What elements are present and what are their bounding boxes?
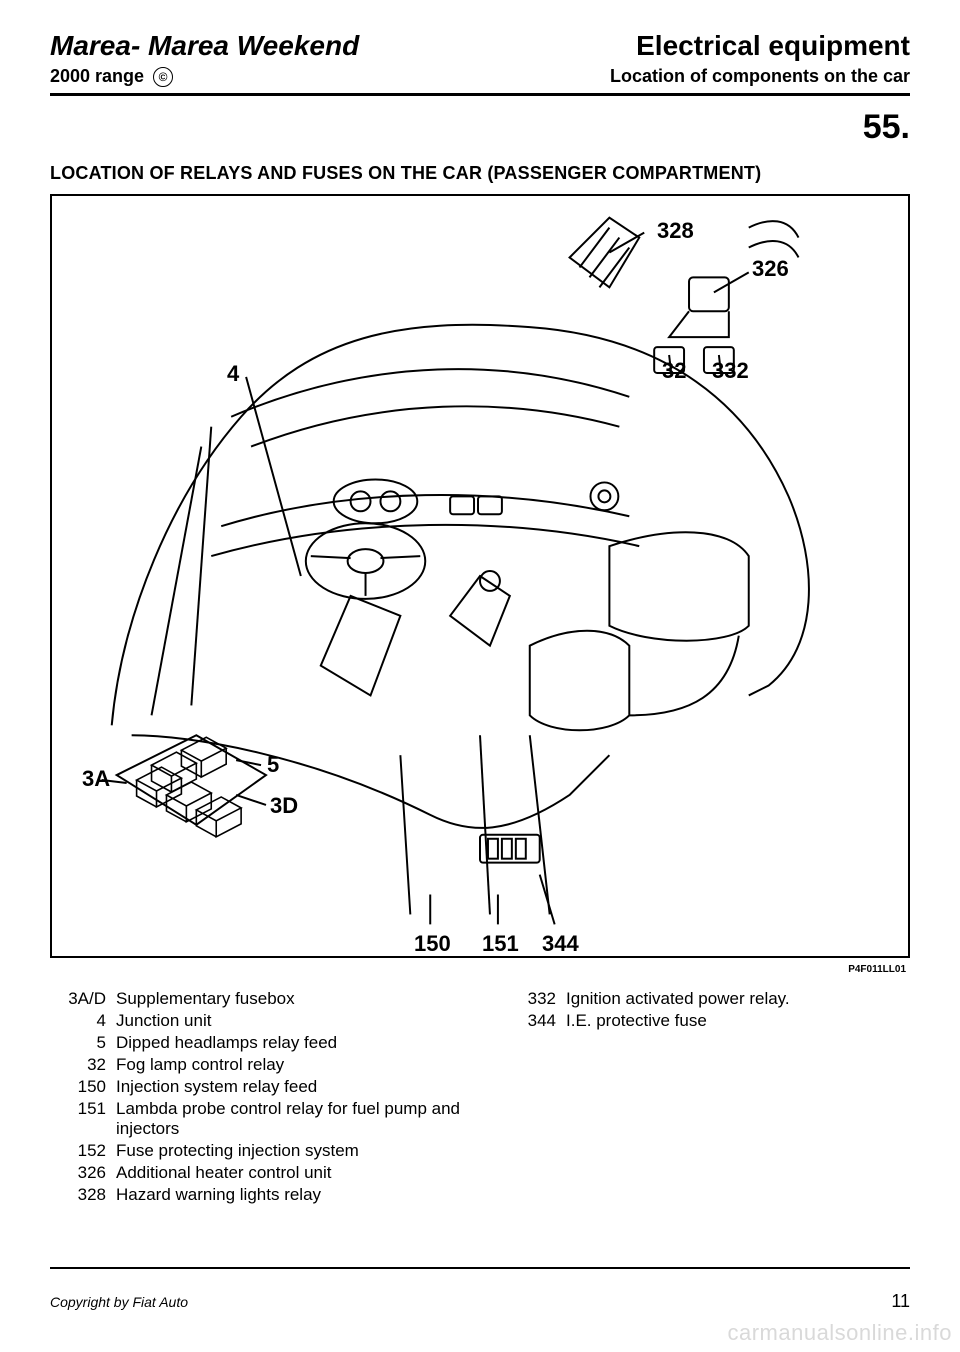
- legend-text: Additional heater control unit: [116, 1163, 460, 1183]
- legend-key: 326: [50, 1163, 116, 1183]
- header-rule: [50, 93, 910, 96]
- legend-text: Ignition activated power relay.: [566, 989, 910, 1009]
- legend-row: 152Fuse protecting injection system: [50, 1141, 460, 1161]
- legend-row: 326Additional heater control unit: [50, 1163, 460, 1183]
- figure-frame: 328 326 4 32 332 3A 5 3D 150 151 344: [50, 194, 910, 958]
- header-row: Marea- Marea Weekend Electrical equipmen…: [50, 30, 910, 62]
- legend-text: I.E. protective fuse: [566, 1011, 910, 1031]
- legend-text: Dipped headlamps relay feed: [116, 1033, 460, 1053]
- legend-key: 4: [50, 1011, 116, 1031]
- callout-label: 344: [542, 931, 579, 957]
- page-number-bottom: 11: [891, 1291, 910, 1312]
- footer-rule: [50, 1267, 910, 1269]
- callout-label: 3D: [270, 793, 298, 819]
- title-right: Electrical equipment: [636, 30, 910, 62]
- legend: 3A/DSupplementary fusebox4Junction unit5…: [50, 989, 910, 1207]
- callout-label: 326: [752, 256, 789, 282]
- sub-header-row: 2000 range © Location of components on t…: [50, 66, 910, 87]
- sub-left-symbol: ©: [153, 67, 173, 87]
- sub-left-text: 2000 range: [50, 66, 144, 86]
- legend-left-col: 3A/DSupplementary fusebox4Junction unit5…: [50, 989, 460, 1207]
- copyright: Copyright by Fiat Auto: [50, 1294, 188, 1310]
- callout-label: 151: [482, 931, 519, 957]
- page: Marea- Marea Weekend Electrical equipmen…: [0, 0, 960, 1352]
- callout-label: 4: [227, 361, 239, 387]
- legend-key: 32: [50, 1055, 116, 1075]
- legend-text: Junction unit: [116, 1011, 460, 1031]
- sub-left: 2000 range ©: [50, 66, 173, 87]
- footer-row: Copyright by Fiat Auto 11: [50, 1291, 910, 1312]
- legend-text: Hazard warning lights relay: [116, 1185, 460, 1205]
- legend-key: 152: [50, 1141, 116, 1161]
- legend-row: 5Dipped headlamps relay feed: [50, 1033, 460, 1053]
- legend-row: 328Hazard warning lights relay: [50, 1185, 460, 1205]
- legend-row: 150Injection system relay feed: [50, 1077, 460, 1097]
- callouts-layer: 328 326 4 32 332 3A 5 3D 150 151 344: [52, 196, 908, 956]
- figure-code: P4F011LL01: [50, 964, 906, 975]
- legend-key: 328: [50, 1185, 116, 1205]
- legend-row: 344I.E. protective fuse: [500, 1011, 910, 1031]
- title-left: Marea- Marea Weekend: [50, 30, 359, 62]
- callout-label: 150: [414, 931, 451, 957]
- legend-key: 5: [50, 1033, 116, 1053]
- legend-key: 151: [50, 1099, 116, 1139]
- legend-row: 332Ignition activated power relay.: [500, 989, 910, 1009]
- page-number-top: 55.: [50, 108, 910, 147]
- legend-row: 4Junction unit: [50, 1011, 460, 1031]
- legend-text: Fuse protecting injection system: [116, 1141, 460, 1161]
- section-title: LOCATION OF RELAYS AND FUSES ON THE CAR …: [50, 163, 910, 184]
- legend-text: Lambda probe control relay for fuel pump…: [116, 1099, 460, 1139]
- legend-row: 32Fog lamp control relay: [50, 1055, 460, 1075]
- callout-label: 3A: [82, 766, 110, 792]
- footer: Copyright by Fiat Auto 11: [50, 1267, 910, 1312]
- legend-key: 150: [50, 1077, 116, 1097]
- callout-label: 332: [712, 358, 749, 384]
- legend-key: 332: [500, 989, 566, 1009]
- callout-label: 5: [267, 752, 279, 778]
- legend-row: 3A/DSupplementary fusebox: [50, 989, 460, 1009]
- legend-key: 3A/D: [50, 989, 116, 1009]
- legend-row: 151Lambda probe control relay for fuel p…: [50, 1099, 460, 1139]
- legend-text: Supplementary fusebox: [116, 989, 460, 1009]
- sub-right: Location of components on the car: [610, 66, 910, 87]
- legend-right-col: 332Ignition activated power relay.344I.E…: [500, 989, 910, 1207]
- callout-label: 328: [657, 218, 694, 244]
- legend-text: Fog lamp control relay: [116, 1055, 460, 1075]
- callout-label: 32: [662, 358, 686, 384]
- legend-text: Injection system relay feed: [116, 1077, 460, 1097]
- watermark: carmanualsonline.info: [727, 1320, 952, 1346]
- legend-key: 344: [500, 1011, 566, 1031]
